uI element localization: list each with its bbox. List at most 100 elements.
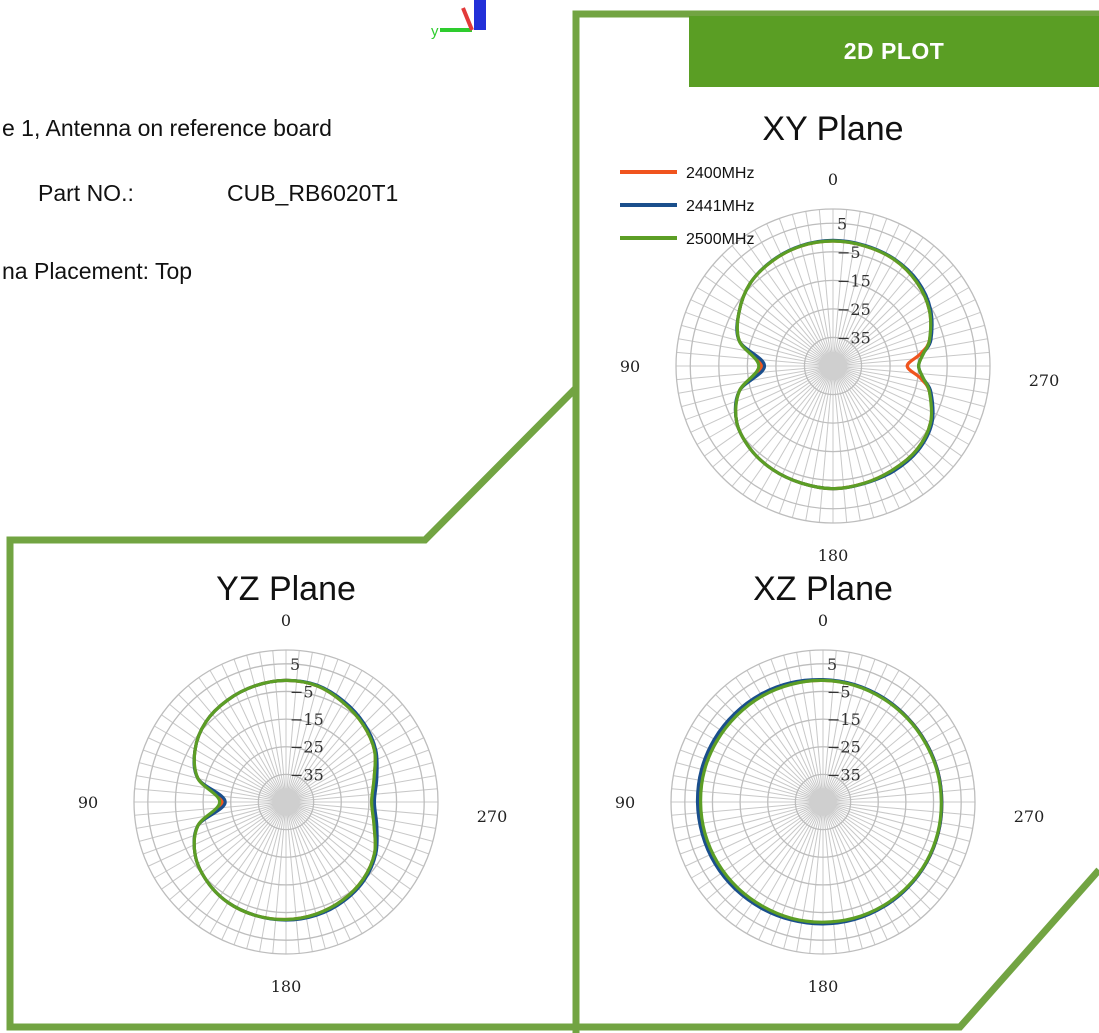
grid-spoke [154,725,287,803]
grid-spoke [285,801,374,927]
grid-spoke [832,275,962,367]
grid-spoke [832,365,954,468]
grid-spoke [285,775,436,803]
grid-spoke [822,652,850,803]
grid-spoke [822,664,888,803]
grid-spoke [285,703,403,803]
grid-ring [147,663,425,941]
grid-spoke [822,737,961,803]
grid-spoke [809,650,824,803]
grid-spoke [832,365,875,518]
grid-spoke [134,788,287,803]
angle-label: 180 [271,977,302,996]
grid-spoke [681,365,834,408]
grid-spoke [142,749,287,803]
grid-spoke [832,218,888,367]
grid-ring [775,308,891,424]
grid-spoke [690,299,834,367]
angle-label: 90 [615,793,635,812]
ring-tick-label: −5 [827,682,851,701]
grid-spoke [285,664,351,803]
xz-plane-chart: XZ Plane −35 −25 −15 −5 5 0 90 180 270 [615,570,1044,996]
grid-ring [684,663,962,941]
grid-spoke [832,365,970,445]
grid-ring [711,690,935,914]
legend-label: 2441MHz [686,198,754,215]
grid-spoke [822,725,955,803]
ring-tick-label: −15 [827,710,861,729]
part-number-value: CUB_RB6020T1 [227,180,399,206]
grid-spoke [285,801,385,919]
grid-spoke [731,365,834,487]
grid-spoke [796,801,824,952]
grid-spoke [285,801,430,855]
grid-spoke [791,214,834,367]
ring-tick-label: −5 [290,682,314,701]
ring-tick-label: −15 [837,271,871,290]
grid-spoke [822,801,837,954]
grid-ring [230,746,342,858]
grid-spoke [285,801,394,910]
grid-spoke [822,655,863,803]
grid-spoke [676,801,824,842]
grid-spoke [758,801,824,940]
series-line-2500MHz [734,239,934,491]
polar-grid [133,649,439,955]
grid-spoke [822,801,973,829]
grid-spoke [706,801,824,901]
grid-spoke [715,801,824,910]
grid-spoke [822,670,900,803]
grid-spoke [832,324,985,367]
grid-spoke [754,365,834,503]
grid-spoke [187,801,287,919]
grid-ring [670,649,976,955]
grid-spoke [742,365,834,495]
ring-tick-label: 5 [290,655,300,674]
plot-banner: 2D PLOT [689,16,1099,87]
grid-spoke [678,365,834,394]
grid-spoke [822,801,970,842]
grid-spoke [822,658,876,803]
grid-spoke [154,801,287,879]
grid-ring [133,649,439,955]
grid-spoke [832,365,888,514]
grid-spoke [691,801,824,879]
axis-y-label: y [431,23,439,40]
polar-grid [670,649,976,955]
ring-tick-label: −5 [837,243,861,262]
grid-spoke [721,365,834,478]
grid-spoke [832,338,988,367]
grid-spoke [822,694,931,803]
grid-spoke [221,664,287,803]
grid-spoke [139,801,287,842]
grid-spoke [285,801,363,934]
grid-spoke [704,275,834,367]
ring-tick-label: −35 [290,765,324,784]
grid-spoke [822,801,931,910]
grid-spoke [832,254,945,367]
info-line-1: e 1, Antenna on reference board [2,115,332,141]
grid-spoke [685,311,834,367]
grid-spoke [148,737,287,803]
grid-spoke [796,652,824,803]
grid-spoke [783,655,824,803]
grid-spoke [832,214,875,367]
grid-spoke [822,703,940,803]
series-line-2500MHz [192,678,377,922]
grid-spoke [259,652,287,803]
plane-title: XZ Plane [753,570,893,608]
grid-spoke [731,245,834,367]
grid-spoke [178,694,287,803]
grid-ring [675,208,991,524]
grid-spoke [285,801,411,890]
ring-tick-label: −15 [290,710,324,729]
grid-spoke [671,788,824,803]
grid-ring [174,690,398,914]
plane-title: XY Plane [762,110,903,148]
grid-spoke [285,694,394,803]
ring-tick-label: −25 [837,300,871,319]
grid-spoke [832,365,900,509]
grid-spoke [822,801,975,816]
grid-spoke [209,670,287,803]
grid-spoke [209,801,287,934]
